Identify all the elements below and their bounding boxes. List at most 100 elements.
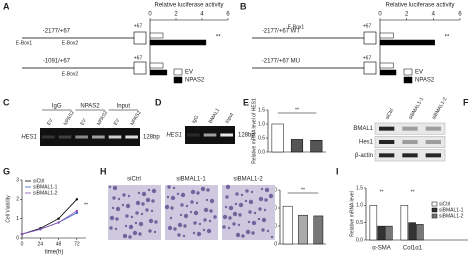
bar [377, 225, 385, 241]
bar [416, 224, 424, 241]
cell [193, 221, 197, 225]
cell [148, 229, 152, 233]
cell [238, 213, 242, 217]
lane-group: NPAS2 [80, 104, 100, 110]
size-label: 128bp [238, 133, 255, 139]
cell [189, 210, 193, 214]
blot-band [379, 126, 395, 131]
lane-label: siBMAL1-2 [431, 96, 449, 120]
cell [166, 195, 170, 199]
cell [148, 218, 154, 224]
bar [400, 205, 409, 241]
bar [298, 214, 308, 245]
x-tick-label: 4 [432, 12, 436, 18]
cell [145, 208, 149, 212]
cell [115, 217, 119, 221]
luc-box [133, 61, 147, 75]
cell [122, 193, 126, 197]
legend-label: siCtrl [33, 178, 44, 184]
chart-title: Relative luciferase activity [385, 3, 454, 9]
lane-label: siCtrl [384, 108, 395, 121]
cell [151, 188, 157, 194]
cell [237, 223, 241, 227]
cell [232, 211, 238, 217]
cell [177, 233, 181, 237]
y-tick-label: 0 [274, 241, 277, 247]
legend-label: siBMAL1-2 [33, 190, 58, 196]
cell [183, 213, 189, 219]
y-tick-label: 0 [16, 235, 19, 241]
cell [127, 194, 131, 198]
cell [153, 230, 157, 234]
y-tick-label: 1 [16, 216, 19, 222]
series-line [21, 199, 78, 235]
cell [208, 219, 212, 223]
cell [112, 196, 116, 200]
cell [258, 207, 262, 211]
gel-band [203, 133, 217, 137]
blot-band [379, 140, 395, 144]
cell [150, 209, 154, 213]
blot-band [379, 153, 395, 158]
y-axis-title: Relative mRNA level [349, 191, 355, 237]
cell [200, 186, 206, 192]
gel-band [42, 135, 55, 139]
series-point [20, 232, 24, 236]
lane-label: Input [224, 112, 235, 125]
y-axis-title: Cell Viability [5, 195, 11, 223]
cell [172, 186, 176, 190]
gel-band [58, 135, 72, 139]
legend-label: siBMAL1-1 [439, 207, 464, 213]
significance: ** [84, 202, 88, 208]
cell [109, 226, 113, 230]
luc-box [363, 31, 377, 45]
cell [154, 220, 158, 224]
construct-annotation: +67 [363, 55, 372, 61]
protein-label: BMAL1 [353, 126, 373, 132]
cell [227, 226, 231, 230]
blot-band [402, 153, 418, 158]
cell [109, 215, 115, 221]
cell [134, 221, 138, 225]
cell [247, 220, 251, 224]
significance: ** [295, 107, 299, 113]
cell [209, 198, 215, 204]
cell [198, 222, 202, 226]
cell [121, 203, 125, 207]
lane-label: NPAS2 [129, 110, 142, 127]
cell [115, 206, 121, 212]
cell [173, 227, 177, 231]
bar [271, 123, 284, 153]
cell [117, 197, 121, 201]
cell [185, 204, 189, 208]
cell [250, 190, 254, 194]
cell [169, 216, 173, 220]
legend-label: EV [185, 70, 193, 76]
lane-label: EV [46, 117, 55, 126]
construct-label: -1091/+67 [43, 59, 71, 65]
lane-group: IgG [52, 104, 62, 110]
cell [203, 218, 207, 222]
construct-label: -2177/+67 WT [262, 29, 301, 35]
y-tick-label: 0.5 [356, 220, 363, 226]
construct-label: -2177/+67 [43, 29, 71, 35]
gene-label: HES1 [21, 135, 37, 141]
y-tick-label: 2 [16, 197, 19, 203]
cell [260, 187, 264, 191]
bar [149, 69, 168, 76]
construct-annotation: E-Box1 [288, 24, 305, 30]
cell [225, 195, 229, 199]
bar [408, 222, 416, 241]
series-point [57, 217, 60, 220]
x-tick-label: 4 [200, 12, 204, 18]
x-tick-label: 0 [378, 12, 382, 18]
protein-label: Hes1 [359, 140, 374, 146]
legend-label: siBMAL1-2 [439, 213, 464, 219]
series-point [75, 211, 79, 215]
panel-letter: I [336, 166, 339, 176]
luc-box [363, 61, 377, 75]
significance: ** [301, 187, 305, 193]
cell [112, 185, 118, 191]
cell [180, 203, 184, 207]
cell [125, 203, 131, 209]
